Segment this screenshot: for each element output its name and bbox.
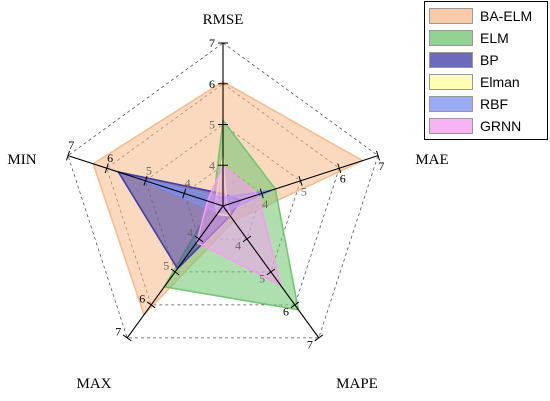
legend-item: GRNN [429, 117, 521, 135]
legend-swatch [429, 118, 473, 134]
tick-label: 5 [301, 184, 307, 198]
tick-label: 4 [187, 226, 193, 240]
tick-label: 4 [262, 197, 268, 211]
legend-item: Elman [429, 73, 520, 91]
legend: BA-ELM ELM BP Elman RBF GRNN [424, 1, 548, 140]
axis-tick [290, 301, 300, 309]
tick-label: 6 [139, 291, 145, 305]
tick-label: 7 [68, 138, 74, 152]
legend-item: ELM [429, 29, 509, 47]
legend-item: BA-ELM [429, 7, 532, 25]
axis-tick [122, 334, 132, 342]
axis-tick [266, 268, 276, 276]
axis-tick [143, 175, 148, 186]
legend-label: GRNN [480, 118, 522, 134]
axis-tick [146, 301, 156, 309]
label-layer: 4 5 6 7 4 5 6 7 4 5 6 7 4 5 6 7 4 5 6 7 RMSE MAE MAPE MAX MIN [7, 12, 448, 392]
tick-label: 7 [378, 159, 384, 173]
grid-ring-7 [67, 42, 379, 339]
tick-label: 5 [163, 259, 169, 273]
legend-swatch [429, 52, 473, 68]
legend-swatch [429, 30, 473, 46]
tick-label: 7 [307, 337, 313, 351]
axis-tick [194, 235, 204, 243]
axis-tick [65, 150, 70, 161]
legend-swatch [429, 74, 473, 90]
legend-label: BA-ELM [480, 8, 533, 24]
axis-tick [314, 334, 324, 342]
tick-label: 7 [115, 324, 121, 338]
axis-title-max: MAX [76, 376, 111, 392]
tick-label: 6 [340, 172, 346, 186]
tick-label: 6 [283, 304, 289, 318]
tick-label: 7 [209, 36, 215, 50]
axis-tick [182, 188, 187, 199]
axis-tick [337, 163, 342, 174]
axis-tick [259, 188, 264, 199]
axis-layer [65, 42, 381, 342]
tick-label: 4 [185, 176, 191, 190]
tick-label: 6 [209, 77, 215, 91]
series-layer [92, 80, 365, 317]
axis-title-mae: MAE [415, 152, 448, 168]
legend-item: RBF [429, 95, 508, 113]
legend-label: BP [480, 52, 499, 68]
tick-label: 4 [209, 158, 215, 172]
legend-label: RBF [480, 96, 508, 112]
tick-label: 5 [259, 271, 265, 285]
legend-swatch [429, 96, 473, 112]
tick-label: 5 [146, 163, 152, 177]
tick-label: 6 [107, 151, 113, 165]
axis-tick [376, 150, 381, 161]
tick-label: 5 [209, 118, 215, 132]
axis-title-mape: MAPE [336, 376, 378, 392]
tick-label: 4 [235, 238, 241, 252]
axis-tick [104, 163, 109, 174]
axis-tick [170, 268, 180, 276]
axis-title-min: MIN [7, 152, 36, 168]
axis-tick [298, 175, 303, 186]
axis-title-rmse: RMSE [203, 12, 244, 28]
axis-tick [242, 235, 252, 243]
legend-label: ELM [480, 30, 509, 46]
legend-label: Elman [480, 74, 520, 90]
legend-item: BP [429, 51, 499, 69]
legend-swatch [429, 8, 473, 24]
series-grnn [195, 163, 282, 287]
